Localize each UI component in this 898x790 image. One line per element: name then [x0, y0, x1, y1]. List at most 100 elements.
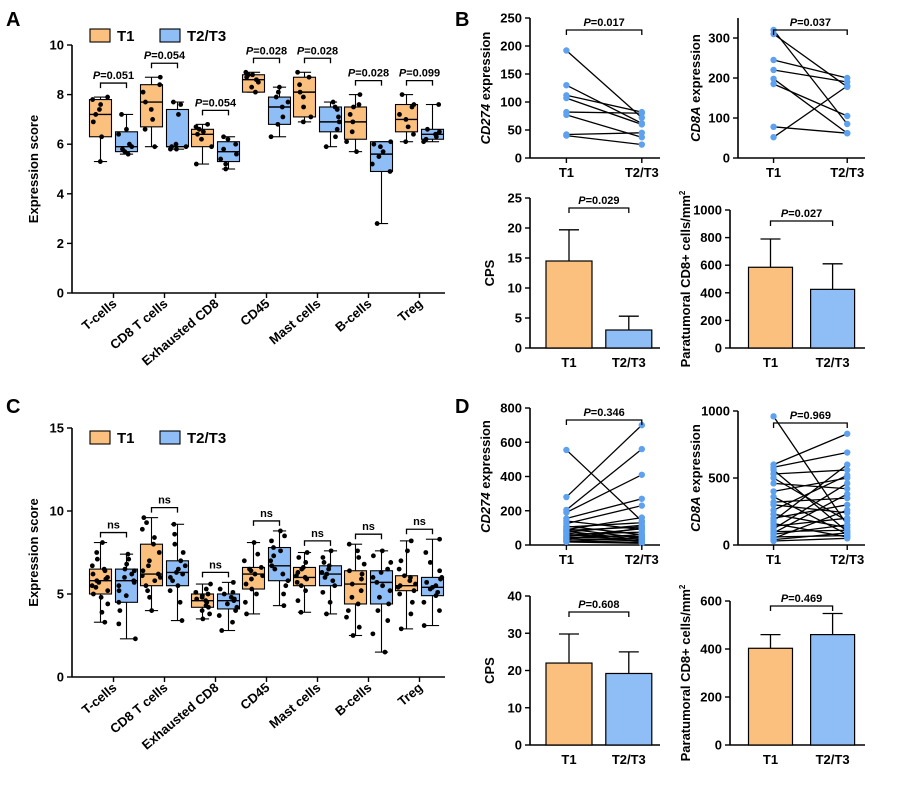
- panel-d1-y-label-gene: CD274: [478, 492, 493, 533]
- panel-d1-point-t1: [563, 538, 570, 546]
- panel-c-point: [126, 556, 132, 562]
- panel-a-point: [176, 112, 181, 117]
- panel-c-point: [421, 599, 427, 605]
- panel-a-point: [124, 126, 129, 132]
- panel-c-point: [356, 555, 362, 560]
- panel-c-y-label-text: Expression score: [26, 498, 41, 606]
- panel-b1-pair-line: [566, 94, 642, 113]
- panel-c-point: [295, 570, 301, 575]
- panel-c-point: [387, 588, 393, 594]
- panel-c-point: [326, 563, 332, 569]
- panel-c-point: [139, 526, 145, 532]
- panel-a-y-tick-label: 0: [57, 286, 64, 301]
- panel-c-point: [378, 570, 384, 575]
- panel-c-point: [94, 550, 100, 555]
- panel-d1-point-t2t3: [638, 502, 645, 509]
- panel-d1-pair-line: [566, 516, 642, 531]
- panel-c-point: [102, 619, 108, 625]
- panel-c-point: [221, 591, 227, 597]
- panel-d4-bar-t2t3: [809, 633, 856, 746]
- panel-b2-point-t2t3: [844, 82, 851, 90]
- panel-d2-point-t1: [770, 493, 777, 500]
- panel-d3-category-label: T1: [561, 752, 576, 767]
- panel-d1-pair-line: [566, 527, 642, 541]
- panel-d1-point-t2t3: [638, 540, 645, 547]
- panel-c-point: [324, 571, 330, 577]
- panel-c-point: [359, 571, 365, 577]
- panel-a-p-value: P=0.051: [93, 70, 134, 82]
- panel-c-point: [296, 555, 302, 560]
- panel-c-point: [199, 593, 205, 599]
- panel-c-point: [282, 533, 287, 539]
- panel-a-point: [301, 104, 306, 110]
- panel-b3-y-tick-label: 5: [515, 311, 522, 326]
- panel-c-point: [330, 578, 336, 584]
- panel-d2-point-t1: [770, 474, 777, 482]
- panel-d2-pair-line: [773, 493, 848, 534]
- panel-a-point: [97, 107, 102, 112]
- panel-d1-point-t2t3: [638, 514, 645, 521]
- panel-c-point: [254, 591, 259, 597]
- panel-a-p-symbol: P: [144, 50, 152, 62]
- panel-a-point: [347, 112, 353, 117]
- panel-b1-point-t1: [563, 132, 570, 139]
- panel-c-point: [324, 611, 329, 617]
- panel-c-point: [152, 535, 157, 540]
- panel-d1-category-label: T2/T3: [625, 552, 659, 567]
- panel-d2-point-t2t3: [844, 449, 851, 456]
- panel-a-point: [171, 99, 176, 105]
- panel-a-p-number: =0.028: [355, 68, 389, 80]
- panel-b1-point-t1: [563, 111, 570, 119]
- panel-c-point: [203, 598, 209, 604]
- panel-a-point: [437, 129, 442, 135]
- panel-d4-category-label: T2/T3: [816, 752, 850, 767]
- panel-c-point: [230, 579, 236, 585]
- panel-b2-y-tick-label: 0: [723, 151, 730, 166]
- panel-c-point: [203, 586, 209, 592]
- panel-a-point: [99, 134, 105, 140]
- panel-a-point: [233, 141, 239, 147]
- panel-a-point: [285, 99, 291, 105]
- panel-b2-pair-line: [773, 83, 848, 117]
- panel-c-point: [347, 568, 352, 574]
- panel-c-point: [116, 621, 122, 627]
- panel-c-point: [124, 561, 130, 567]
- panel-b1-pair-line: [566, 132, 642, 136]
- panel-d3: 0 10 20 30 40 CPS T1 T2/T3 P=0.608: [482, 589, 660, 767]
- panel-c-point: [271, 545, 276, 550]
- panel-a-point: [225, 136, 231, 142]
- panel-d1-point-t2t3: [638, 495, 645, 502]
- panel-c-point: [332, 583, 338, 589]
- panel-c-point: [319, 570, 325, 575]
- panel-b3-bar-t1: [545, 260, 593, 349]
- panel-b3-category-label: T1: [561, 355, 576, 370]
- panel-b4-p-bracket: [769, 220, 834, 226]
- panel-a-p-number: =0.054: [151, 50, 186, 62]
- panel-b2-point-t1: [770, 123, 777, 130]
- panel-c-point: [408, 611, 414, 617]
- panel-c-point: [350, 633, 356, 638]
- panel-b3-y-label-text: CPS: [482, 259, 497, 286]
- panel-c-point: [252, 571, 258, 577]
- panel-a-point: [142, 126, 148, 132]
- panel-d3-y-tick-label: 20: [508, 663, 522, 678]
- panel-a-legend-t1: T1: [117, 28, 135, 45]
- panel-d2-pair-line: [773, 482, 848, 530]
- panel-d3-y-tick-label: 10: [508, 700, 522, 715]
- panel-b2-pair-line: [773, 69, 848, 83]
- panel-c-point: [320, 555, 326, 560]
- panel-b1-y-label-text: expression: [478, 32, 493, 104]
- panel-c-point: [91, 591, 96, 597]
- panel-a-legend-t2t3: T2/T3: [187, 28, 226, 45]
- panel-a-y-tick-label: 10: [50, 38, 64, 53]
- panel-b2-point-t1: [770, 134, 777, 141]
- panel-b2-point-t2t3: [844, 130, 851, 137]
- panel-c-point: [437, 568, 443, 574]
- panel-c-y-tick-label: 0: [57, 670, 64, 685]
- panel-d2-p-symbol: P: [790, 410, 798, 422]
- panel-d1-pair-line: [566, 474, 643, 514]
- panel-b3-p-bracket: [568, 207, 630, 213]
- panel-d1-y-tick-label: 400: [500, 469, 522, 484]
- panel-d2-point-t1: [770, 501, 777, 508]
